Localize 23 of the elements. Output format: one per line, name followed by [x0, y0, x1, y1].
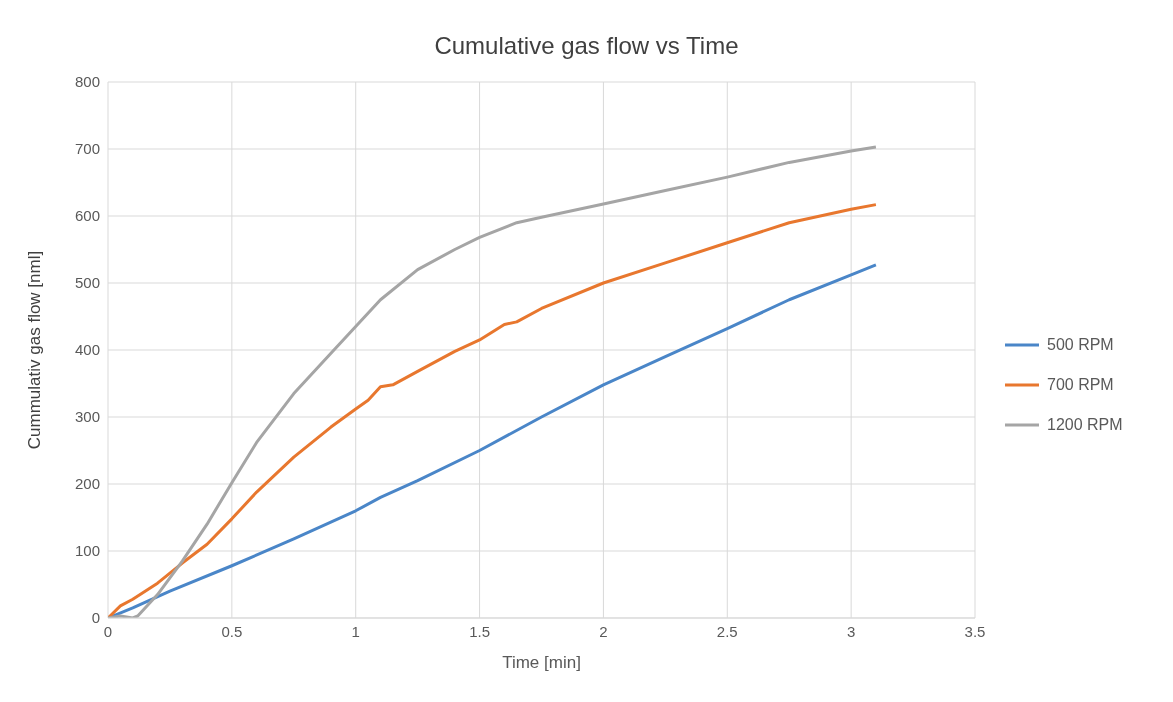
y-tick-label: 300: [74, 408, 100, 426]
y-tick-label: 400: [74, 341, 100, 359]
y-tick-label: 200: [74, 475, 100, 493]
x-tick-label: 0: [103, 622, 113, 640]
x-tick-label: 2: [599, 622, 608, 640]
x-tick-label: 1.5: [469, 622, 490, 640]
x-tick-label: 3: [846, 622, 856, 640]
x-tick-label: 2.5: [716, 622, 738, 640]
y-tick-label: 0: [91, 609, 100, 627]
x-tick-label: 0.5: [221, 622, 243, 640]
y-tick-label: 700: [74, 140, 100, 158]
chart-title: Cumulative gas flow vs Time: [433, 31, 740, 61]
y-axis-title: Cummulativ gas flow [nml]: [25, 250, 45, 450]
x-axis-title: Time [min]: [502, 653, 581, 672]
legend-label: 700 RPM: [1047, 376, 1114, 394]
legend-label: 500 RPM: [1047, 336, 1114, 354]
y-tick-label: 100: [74, 542, 100, 560]
legend-label: 1200 RPM: [1047, 416, 1123, 434]
x-tick-label: 3.5: [964, 622, 986, 640]
y-tick-label: 500: [74, 274, 100, 292]
y-tick-label: 600: [74, 207, 100, 225]
y-tick-label: 800: [74, 73, 100, 91]
x-tick-label: 1: [351, 622, 360, 640]
